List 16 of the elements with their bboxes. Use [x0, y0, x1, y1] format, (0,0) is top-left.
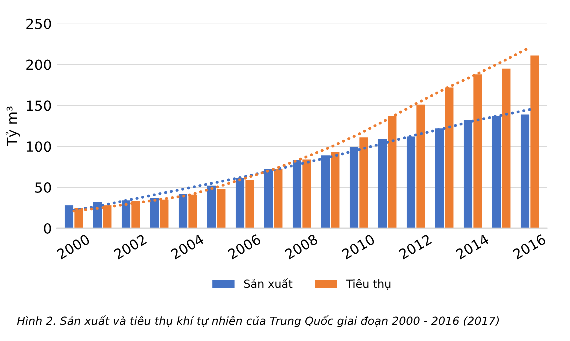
bar: [520, 114, 530, 228]
bar: [360, 138, 368, 228]
bar: [502, 68, 511, 228]
y-tick-label: 50: [36, 182, 52, 194]
y-tick-label: 0: [44, 223, 52, 234]
y-axis-title: Tỷ m³: [6, 106, 20, 146]
y-tick-label: 150: [27, 100, 52, 112]
legend-label: Tiêu thụ: [346, 279, 391, 290]
bar: [530, 56, 540, 228]
y-tick-label: 250: [26, 18, 52, 30]
y-tick-label: 200: [26, 60, 52, 70]
bar: [178, 194, 188, 228]
legend-label: Sản xuất: [244, 278, 293, 288]
bar: [331, 152, 340, 228]
y-tick-label: 100: [27, 142, 52, 152]
text: Hình 2. Sản xuất và tiêu thụ khí tự nhiên của Trung Quốc giai đoạn 2000 - 2016 (2017): [17, 316, 500, 328]
